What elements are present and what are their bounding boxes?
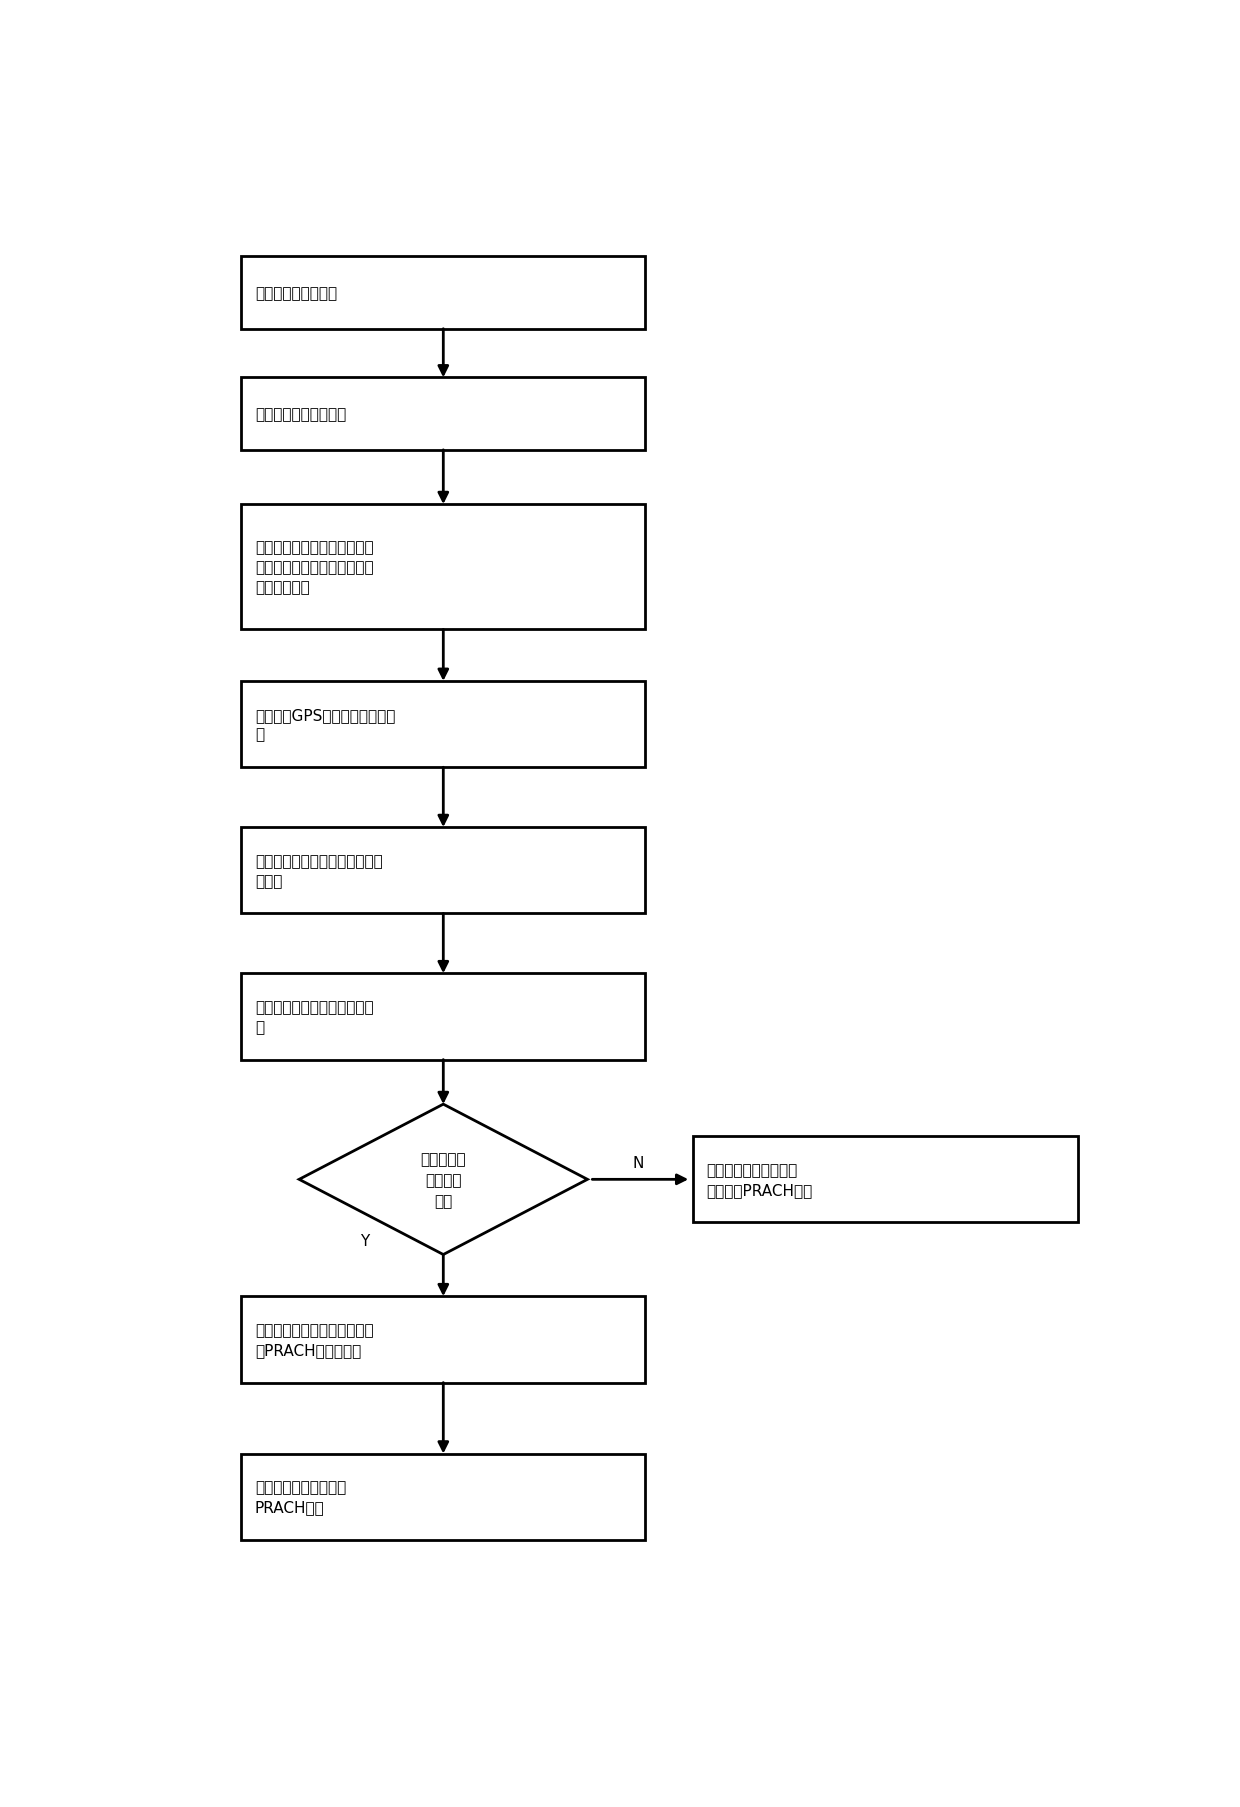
Bar: [242, 681, 645, 768]
Text: Y: Y: [360, 1234, 370, 1249]
Bar: [242, 974, 645, 1061]
Text: 读取目标小区身份标志: 读取目标小区身份标志: [255, 407, 346, 421]
Polygon shape: [299, 1104, 588, 1254]
Bar: [242, 257, 645, 329]
Bar: [242, 378, 645, 450]
Bar: [242, 504, 645, 631]
Text: 终端小区选择或重选: 终端小区选择或重选: [255, 286, 337, 300]
Text: 不进行定时提前计算，
不应用于PRACH发射: 不进行定时提前计算， 不应用于PRACH发射: [707, 1162, 813, 1196]
Bar: [242, 1455, 645, 1540]
Text: 延迟时间去掉保护时间，计算
出PRACH定时提前量: 延迟时间去掉保护时间，计算 出PRACH定时提前量: [255, 1323, 373, 1357]
Text: 终端读取GPS信息获得经纬度高
度: 终端读取GPS信息获得经纬度高 度: [255, 707, 396, 743]
Bar: [693, 1137, 1078, 1223]
Text: 应用定时提前量，发射
PRACH前导: 应用定时提前量，发射 PRACH前导: [255, 1480, 346, 1514]
Bar: [242, 1297, 645, 1382]
Text: N: N: [632, 1155, 644, 1171]
Text: 往返延迟时
间大于门
限？: 往返延迟时 间大于门 限？: [420, 1151, 466, 1209]
Text: 通过基站身份标志在终端预先
存储的基站位置数据中查找该
基站位置信息: 通过基站身份标志在终端预先 存储的基站位置数据中查找该 基站位置信息: [255, 540, 373, 595]
Bar: [242, 828, 645, 914]
Text: 根据空间距离计算往返延迟时
间: 根据空间距离计算往返延迟时 间: [255, 999, 373, 1034]
Text: 根据基站和终端位置信息计算空
间距离: 根据基站和终端位置信息计算空 间距离: [255, 853, 383, 889]
